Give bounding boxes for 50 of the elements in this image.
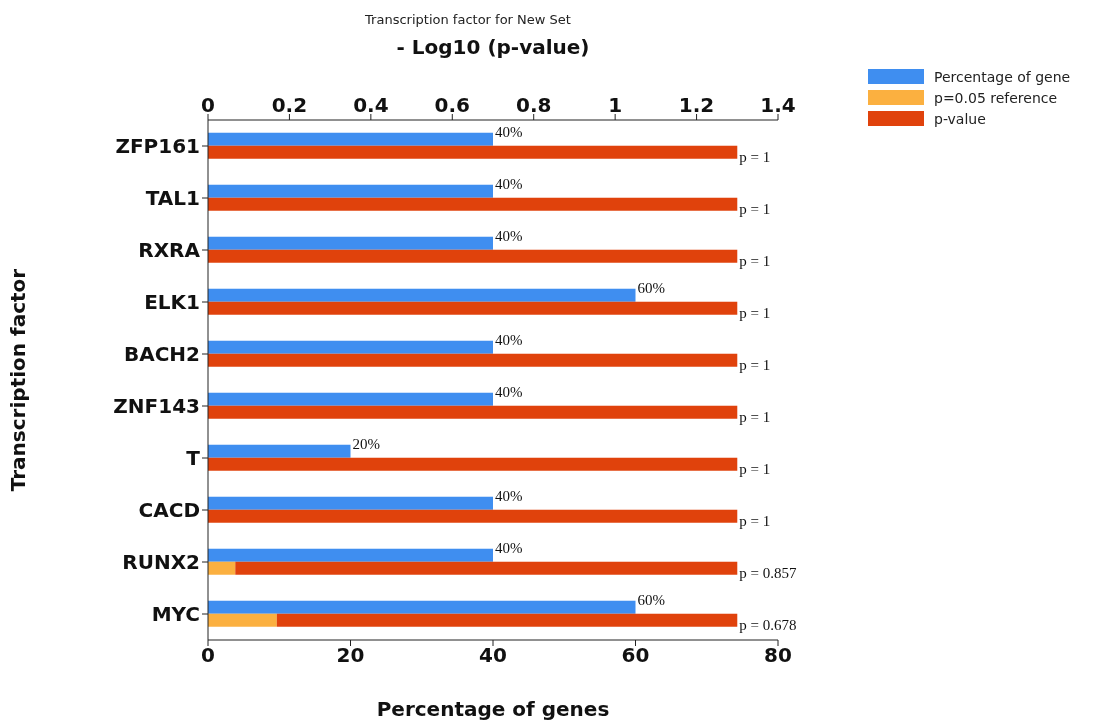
data-label: 40% — [495, 124, 523, 141]
data-label: 60% — [637, 592, 665, 609]
y-tick-label: CACD — [138, 498, 200, 523]
y-tick-label: MYC — [151, 602, 200, 627]
data-label: 40% — [495, 332, 523, 349]
x2-axis-title: - Log10 (p-value) — [396, 35, 590, 60]
x2-tick-label: 0.8 — [516, 93, 552, 117]
y-tick-label: RUNX2 — [122, 550, 200, 575]
data-label: 40% — [495, 228, 523, 245]
annotation: p = 1 — [739, 149, 771, 166]
y-tick-label: ZFP161 — [115, 134, 200, 159]
annotation: p = 1 — [739, 201, 771, 218]
y-tick-label: T — [186, 446, 201, 471]
y-tick-label: TAL1 — [145, 186, 200, 211]
x-axis-title: Percentage of genes — [376, 697, 610, 721]
annotation: p = 1 — [739, 461, 771, 478]
annotation: p = 1 — [739, 305, 771, 322]
data-label: 40% — [495, 384, 523, 401]
y-tick-label: RXRA — [138, 238, 201, 263]
annotation: p = 1 — [739, 513, 771, 530]
legend-label: p-value — [934, 110, 986, 127]
data-label: 40% — [495, 176, 523, 193]
y-tick-label: ZNF143 — [113, 394, 200, 419]
x2-tick-label: 1 — [608, 93, 623, 117]
legend-label: Percentage of gene — [934, 68, 1071, 85]
y-tick-label: ELK1 — [144, 290, 200, 315]
annotation: p = 0.678 — [739, 617, 797, 634]
data-label: 60% — [637, 280, 665, 297]
data-label: 40% — [495, 540, 523, 557]
legend-label: p=0.05 reference — [934, 89, 1058, 106]
chart-title: Transcription factor for New Set — [364, 12, 572, 27]
y-axis-title: Transcription factor — [6, 268, 31, 492]
x-tick-label: 40 — [479, 643, 507, 668]
annotation: p = 1 — [739, 409, 771, 426]
data-label: 20% — [352, 436, 380, 453]
annotation: p = 1 — [739, 253, 771, 270]
x-tick-label: 60 — [621, 643, 650, 668]
x-tick-label: 0 — [201, 643, 215, 668]
x2-tick-label: 0.2 — [271, 93, 308, 117]
x2-tick-label: 1.2 — [678, 93, 715, 117]
x-tick-label: 20 — [336, 643, 365, 668]
x-tick-label: 80 — [764, 643, 792, 668]
y-tick-label: BACH2 — [123, 342, 200, 367]
data-label: 40% — [495, 488, 523, 505]
x2-tick-label: 0 — [201, 93, 215, 117]
x2-tick-label: 0.4 — [353, 93, 389, 117]
x2-tick-label: 1.4 — [760, 93, 796, 117]
annotation: p = 1 — [739, 357, 771, 374]
x2-tick-label: 0.6 — [434, 93, 470, 117]
annotation: p = 0.857 — [739, 565, 797, 582]
